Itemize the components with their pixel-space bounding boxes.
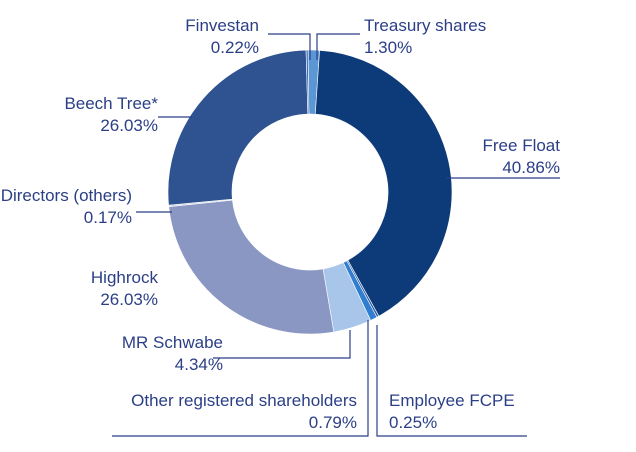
slice-beech-tree	[167, 49, 309, 206]
label-finvestan-name: Finvestan	[185, 16, 259, 35]
label-mr-schwabe-value: 4.34%	[175, 355, 223, 374]
leader-other-registered	[112, 320, 369, 437]
slice-finvestan	[305, 49, 310, 115]
label-directors-others-value: 0.17%	[84, 208, 132, 227]
label-finvestan-value: 0.22%	[211, 38, 259, 57]
label-treasury-shares-name: Treasury shares	[364, 16, 486, 35]
leader-employee-fcpe	[376, 325, 527, 437]
label-highrock-value: 26.03%	[100, 290, 158, 309]
leader-finvestan	[268, 33, 311, 60]
label-directors-others-name: Directors (others)	[1, 186, 132, 205]
slice-highrock	[168, 199, 335, 335]
label-other-registered-value: 0.79%	[309, 413, 357, 432]
label-beech-tree-name: Beech Tree*	[64, 94, 158, 113]
label-employee-fcpe-value: 0.25%	[389, 413, 437, 432]
label-employee-fcpe-name: Employee FCPE	[389, 391, 515, 410]
label-beech-tree-value: 26.03%	[100, 116, 158, 135]
leader-treasury-shares	[316, 33, 360, 60]
label-mr-schwabe-name: MR Schwabe	[122, 333, 223, 352]
label-free-float-value: 40.86%	[502, 158, 560, 177]
label-treasury-shares-value: 1.30%	[364, 38, 412, 57]
label-highrock-name: Highrock	[91, 268, 159, 287]
slice-free-float	[314, 50, 453, 317]
label-other-registered-name: Other registered shareholders	[131, 391, 357, 410]
donut-slices	[167, 49, 453, 335]
leader-mr-schwabe	[213, 330, 351, 359]
label-free-float-name: Free Float	[483, 136, 561, 155]
leader-lines	[112, 33, 560, 437]
